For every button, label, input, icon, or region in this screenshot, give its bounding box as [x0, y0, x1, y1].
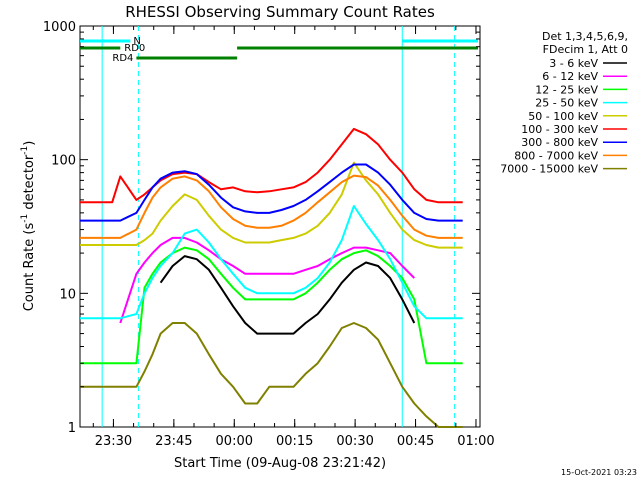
series-layer: [80, 127, 463, 428]
legend: Det 1,3,4,5,6,9, FDecim 1, Att 0 3 - 6 k…: [500, 30, 628, 176]
series-line-7: [80, 174, 463, 239]
chart-title: RHESSI Observing Summary Count Rates: [125, 3, 435, 21]
legend-entry-label: 6 - 12 keV: [542, 70, 598, 83]
series-line-8: [80, 322, 463, 428]
legend-entry-label: 800 - 7000 keV: [514, 149, 598, 162]
legend-entry-label: 7000 - 15000 keV: [500, 163, 598, 176]
legend-entry-label: 12 - 25 keV: [535, 83, 598, 96]
series-line-4: [80, 161, 463, 249]
x-tick-label: 00:45: [397, 434, 434, 449]
legend-header-line-1: Det 1,3,4,5,6,9,: [542, 30, 628, 43]
flag-label-n: N: [133, 36, 140, 47]
plot-frame: [79, 25, 481, 428]
x-tick-label: 23:30: [95, 434, 132, 449]
flag-label-rd4: RD4: [112, 53, 133, 64]
legend-header-line-2: FDecim 1, Att 0: [543, 43, 628, 56]
generation-timestamp: 15-Oct-2021 03:23: [561, 468, 637, 477]
series-line-6: [80, 163, 463, 222]
legend-entry-label: 25 - 50 keV: [535, 97, 598, 110]
x-tick-label: 00:00: [216, 434, 253, 449]
x-tick-label: 00:30: [336, 434, 373, 449]
x-axis: 23:30 23:45 00:00 00:15 00:30 00:45 01:00: [92, 26, 495, 449]
flag-label-rd0: RD0: [124, 43, 145, 54]
y-tick-label: 100: [51, 154, 76, 169]
y-tick-label: 1: [68, 421, 76, 436]
legend-entry-label: 50 - 100 keV: [528, 110, 598, 123]
series-line-3: [80, 205, 463, 320]
x-tick-label: 23:45: [155, 434, 192, 449]
y-tick-label: 1000: [43, 20, 76, 35]
x-tick-label: 01:00: [457, 434, 494, 449]
legend-entry-label: 100 - 300 keV: [521, 123, 598, 136]
x-tick-label: 00:15: [276, 434, 313, 449]
series-line-1: [119, 236, 416, 324]
series-line-5: [80, 127, 463, 204]
y-axis: 1 10 100 1000: [43, 20, 480, 436]
x-axis-label: Start Time (09-Aug-08 23:21:42): [174, 456, 386, 471]
legend-entry-label: 3 - 6 keV: [549, 57, 598, 70]
legend-entry-label: 300 - 800 keV: [521, 136, 598, 149]
y-axis-label: Count Rate (s-1 detector-1): [20, 141, 37, 312]
y-tick-label: 10: [59, 287, 76, 302]
series-line-0: [159, 255, 416, 335]
